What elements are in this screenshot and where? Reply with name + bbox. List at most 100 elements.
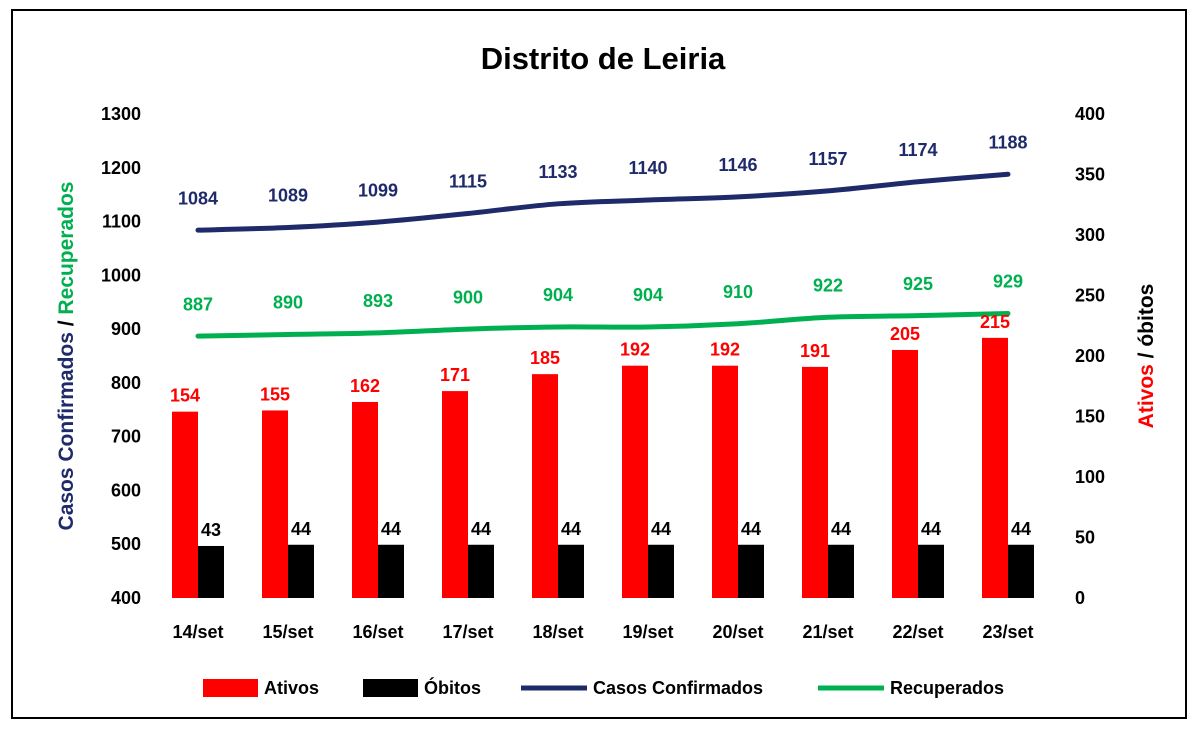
bar-data-label: 215: [980, 312, 1010, 332]
line-data-label: 1188: [988, 132, 1027, 152]
bar-óbitos: [648, 544, 674, 598]
bar-data-label: 44: [561, 519, 581, 539]
left-tick-label: 1100: [102, 212, 141, 232]
chart-frame: Distrito de Leiria 400 500 600 700 800 900 100…: [11, 9, 1187, 719]
bar-data-label: 44: [831, 519, 851, 539]
line-recuperados: [195, 311, 1011, 339]
bar-ativos: [532, 374, 558, 598]
axis-label-part: /: [55, 315, 78, 333]
category-label: 19/set: [622, 622, 673, 642]
legend-item: Casos Confirmados: [521, 678, 763, 698]
legend-label: Casos Confirmados: [593, 678, 763, 698]
line-casos-confirmados: [195, 171, 1011, 233]
left-tick-label: 700: [111, 427, 141, 447]
line-data-label: 900: [453, 287, 483, 307]
bar-data-label: 162: [350, 376, 380, 396]
axis-label-part: Recuperados: [55, 182, 78, 315]
bar-óbitos: [558, 544, 584, 598]
line-data-label: 1089: [268, 186, 308, 206]
right-tick-label: 400: [1075, 104, 1105, 124]
bar-data-label: 44: [651, 519, 671, 539]
left-tick-label: 500: [111, 534, 141, 554]
bar-ativos: [622, 365, 648, 598]
bar-data-label: 191: [800, 341, 830, 361]
bar-series: [172, 337, 1034, 598]
bar-óbitos: [918, 544, 944, 598]
legend-item: Óbitos: [363, 677, 481, 698]
axis-label-part: / óbitos: [1135, 284, 1158, 365]
right-tick-label: 100: [1075, 467, 1105, 487]
legend-item: Recuperados: [818, 678, 1004, 698]
axis-label-part: Casos Confirmados: [55, 332, 78, 530]
category-label: 21/set: [802, 622, 853, 642]
left-tick-label: 1200: [101, 158, 141, 178]
line-data-label: 1146: [718, 155, 757, 175]
line-data-label: 910: [723, 282, 753, 302]
right-tick-label: 50: [1075, 528, 1095, 548]
bar-data-label: 44: [921, 519, 941, 539]
category-label: 18/set: [532, 622, 583, 642]
line-data-label: 887: [183, 294, 213, 314]
axis-label-part: Ativos: [1135, 364, 1158, 428]
line-data-label: 1140: [628, 158, 667, 178]
line-data-label: 1084: [178, 188, 218, 208]
line-data-label: 893: [363, 291, 393, 311]
line-data-label: 922: [813, 275, 843, 295]
left-axis-ticks: 400 500 600 700 800 900 1000 1100 1200 1300: [101, 104, 141, 608]
line-data-label: 929: [993, 272, 1023, 292]
right-tick-label: 200: [1075, 346, 1105, 366]
bar-óbitos: [468, 544, 494, 598]
left-tick-label: 400: [111, 588, 141, 608]
bar-data-label: 44: [291, 519, 311, 539]
line-data-label: 904: [633, 285, 663, 305]
category-label: 22/set: [892, 622, 943, 642]
legend: Ativos Óbitos Casos Confirmados Recuperados: [203, 677, 1004, 698]
chart-title: Distrito de Leiria: [481, 41, 726, 76]
bar-ativos: [892, 349, 918, 598]
category-label: 16/set: [352, 622, 403, 642]
bar-óbitos: [288, 544, 314, 598]
bar-óbitos: [378, 544, 404, 598]
bar-óbitos: [828, 544, 854, 598]
bar-data-label: 44: [741, 519, 761, 539]
line-data-label: 925: [903, 274, 933, 294]
bar-ativos: [172, 411, 198, 598]
left-tick-label: 800: [111, 373, 141, 393]
bar-data-label: 192: [620, 340, 650, 360]
category-label: 14/set: [172, 622, 223, 642]
bar-óbitos: [1008, 544, 1034, 598]
category-labels: 14/set 15/set 16/set 17/set 18/set 19/set 20/s…: [172, 622, 1033, 642]
bar-óbitos: [738, 544, 764, 598]
right-tick-label: 0: [1075, 588, 1085, 608]
right-axis-ticks: 0 50 100 150 200 250 300 350 400: [1075, 104, 1105, 608]
legend-label: Ativos: [264, 678, 319, 698]
right-tick-label: 300: [1075, 225, 1105, 245]
left-tick-label: 600: [111, 480, 141, 500]
right-tick-label: 150: [1075, 407, 1105, 427]
bar-data-label: 192: [710, 340, 740, 360]
bar-data-label: 44: [381, 519, 401, 539]
left-tick-label: 900: [111, 319, 141, 339]
left-tick-label: 1300: [101, 104, 141, 124]
bar-data-label: 205: [890, 324, 920, 344]
bar-ativos: [442, 391, 468, 598]
bar-óbitos: [198, 545, 224, 598]
line-data-label: 904: [543, 285, 573, 305]
bar-data-label: 44: [471, 519, 491, 539]
bar-data-label: 155: [260, 384, 290, 404]
right-axis-label: Ativos / óbitos: [1135, 284, 1158, 429]
left-tick-label: 1000: [101, 265, 141, 285]
legend-item: Ativos: [203, 678, 319, 698]
category-label: 17/set: [442, 622, 493, 642]
bar-data-label: 185: [530, 348, 560, 368]
bar-ativos: [982, 337, 1008, 598]
bar-data-label: 43: [201, 520, 221, 540]
line-data-label: 1157: [808, 149, 847, 169]
right-tick-label: 350: [1075, 165, 1105, 185]
bar-ativos: [352, 401, 378, 598]
chart: Distrito de Leiria 400500600700800900100…: [55, 41, 1158, 698]
legend-label: Recuperados: [890, 678, 1004, 698]
legend-swatch: [203, 679, 258, 697]
category-label: 15/set: [262, 622, 313, 642]
data-labels: 154 155 162 171 185 192 192 191 205 215 43 44 44 44 44…: [170, 132, 1031, 540]
